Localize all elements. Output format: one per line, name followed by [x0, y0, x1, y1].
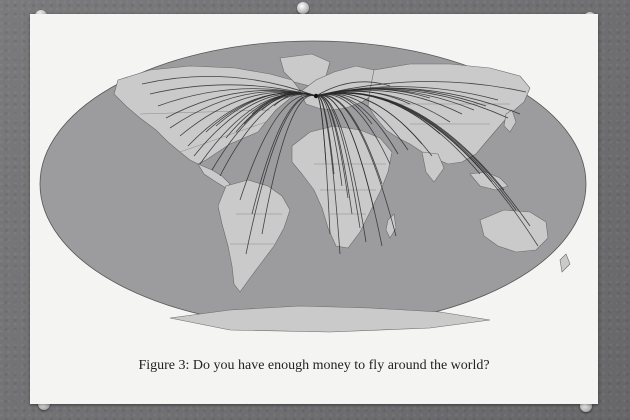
world-map-figure	[30, 14, 598, 354]
india-landmass	[421, 151, 445, 183]
north-america-landmass	[113, 65, 301, 165]
southeast-asia-islands	[469, 171, 509, 191]
flight-route-arc	[315, 92, 539, 247]
south-america-landmass	[217, 179, 291, 293]
flight-route-arc	[219, 93, 317, 177]
hub-airport-marker	[313, 93, 319, 99]
flight-route-arc	[315, 95, 341, 255]
figure-caption: Figure 3: Do you have enough money to fl…	[138, 358, 490, 373]
flight-route-arc	[315, 81, 527, 97]
flight-route-arc	[141, 75, 317, 97]
world-map-svg	[39, 40, 587, 333]
flight-routes	[141, 75, 539, 255]
pushpin-top-center	[297, 2, 309, 14]
madagascar-landmass	[385, 213, 397, 239]
new-zealand-landmass	[559, 253, 571, 273]
flight-route-arc	[149, 84, 317, 97]
australia-landmass	[479, 209, 549, 253]
flight-route-arc	[245, 94, 317, 255]
flight-route-arc	[315, 95, 367, 243]
africa-landmass	[291, 125, 393, 249]
flight-route-arc	[261, 94, 317, 235]
flight-route-arc	[239, 94, 317, 201]
flight-route-arc	[315, 81, 391, 97]
flight-route-arc	[315, 94, 383, 247]
printed-poster: Figure 3: Do you have enough money to fl…	[30, 14, 598, 404]
antarctica-landmass	[169, 305, 491, 333]
flight-route-arc	[315, 93, 373, 125]
flight-route-arc	[315, 94, 397, 237]
flight-route-arc	[315, 88, 431, 99]
